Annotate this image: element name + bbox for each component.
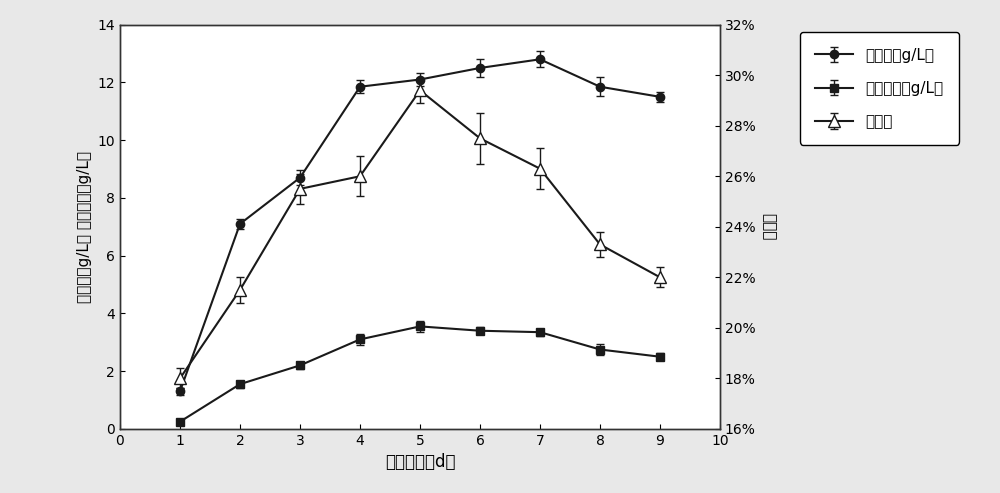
Y-axis label: 产油率: 产油率 [762,213,777,241]
Y-axis label: 生物量（g/L） 油脂产量（g/L）: 生物量（g/L） 油脂产量（g/L） [77,151,92,303]
X-axis label: 发酵时间（d）: 发酵时间（d） [385,454,455,471]
Legend: 生物量（g/L）, 油脂产量（g/L）, 产油率: 生物量（g/L）, 油脂产量（g/L）, 产油率 [800,32,959,144]
